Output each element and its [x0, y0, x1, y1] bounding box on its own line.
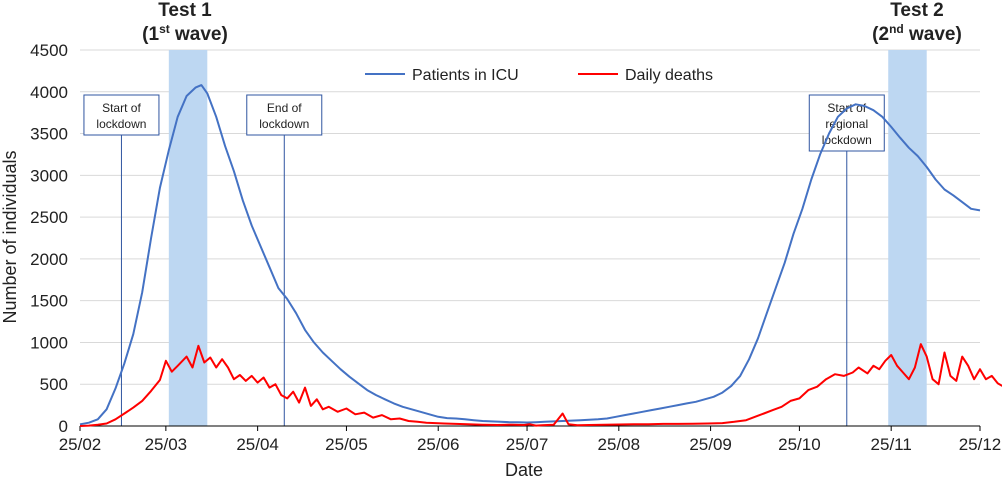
y-tick-label: 2500	[30, 208, 68, 227]
test-2-title: Test 2	[890, 0, 944, 21]
legend-label-deaths: Daily deaths	[625, 67, 713, 84]
legend: Patients in ICU Daily deaths	[365, 67, 713, 84]
test-1-wave-word: wave)	[170, 24, 228, 45]
x-tick-label: 25/08	[598, 435, 641, 454]
x-tick-label: 25/09	[689, 435, 732, 454]
y-tick-label: 4500	[30, 41, 68, 60]
x-tick-label: 25/04	[236, 435, 279, 454]
y-tick-label: 1500	[30, 292, 68, 311]
annotation-box	[808, 94, 885, 152]
legend-label-icu: Patients in ICU	[412, 67, 519, 84]
y-tick-label: 1000	[30, 333, 68, 352]
series-line-icu	[79, 84, 981, 426]
test-1-wave-number: 1	[148, 24, 159, 45]
test-2-wave-word: wave)	[904, 24, 962, 45]
test-2-wave-suffix: nd	[889, 22, 904, 36]
test-1-subtitle: (1st wave)	[142, 22, 228, 45]
series-line-deaths	[79, 343, 1002, 427]
y-tick-label: 2000	[30, 250, 68, 269]
test-1-wave-suffix: st	[159, 22, 170, 36]
annotation-text: lockdown	[259, 117, 309, 131]
annotation-text: lockdown	[96, 117, 146, 131]
x-tick-label: 25/02	[59, 435, 102, 454]
x-tick-label: 25/07	[506, 435, 549, 454]
test-period-band-2	[888, 50, 927, 426]
test-period-band-1	[168, 50, 208, 426]
annotation-text: lockdown	[822, 133, 872, 147]
y-axis-title: Number of individuals	[0, 150, 20, 323]
test-2-subtitle: (2nd wave)	[872, 22, 962, 45]
test-1-title: Test 1	[158, 0, 212, 21]
y-tick-label: 3500	[30, 125, 68, 144]
annotation-box	[83, 94, 160, 136]
y-tick-label: 4000	[30, 83, 68, 102]
y-tick-label: 500	[40, 375, 68, 394]
annotation-box	[246, 94, 323, 136]
x-axis-title: Date	[505, 460, 543, 480]
x-tick-label: 25/10	[778, 435, 821, 454]
x-tick-label: 25/03	[145, 435, 188, 454]
y-tick-label: 0	[59, 417, 68, 436]
x-tick-label: 25/11	[871, 435, 912, 454]
x-tick-label: 25/06	[417, 435, 460, 454]
x-tick-label: 25/12	[959, 435, 1002, 454]
y-tick-label: 3000	[30, 166, 68, 185]
annotation-text: End of	[267, 101, 302, 115]
annotation-text: Start of	[102, 101, 141, 115]
test-2-wave-number: 2	[878, 24, 889, 45]
x-tick-label: 25/05	[325, 435, 368, 454]
